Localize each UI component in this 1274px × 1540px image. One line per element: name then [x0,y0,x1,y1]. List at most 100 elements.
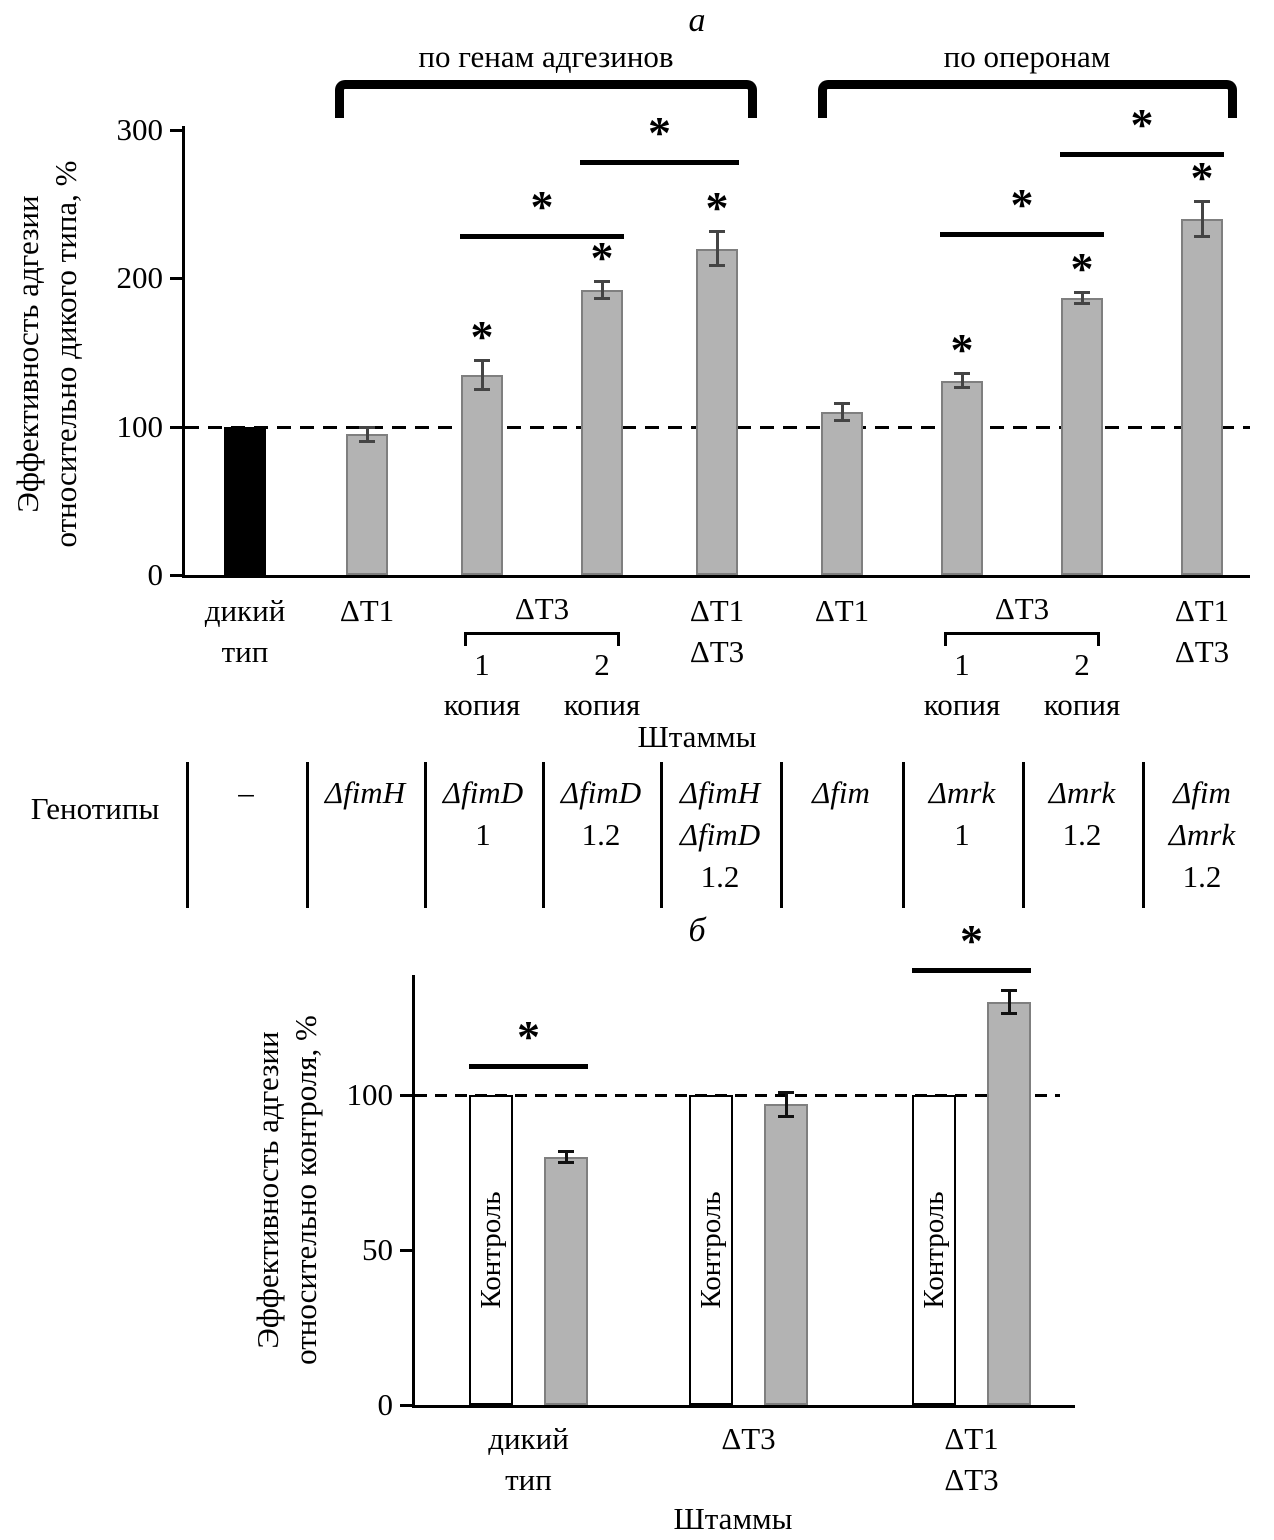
error-cap-top-a-3 [594,280,610,284]
x-group-bracket-a-5 [944,632,1100,646]
x-tick-label-a-8: ΔТ1 ΔТ3 [1174,593,1230,669]
y-tick-b-0 [400,1404,412,1407]
x-copy-word-a-5-0: копия [923,687,1001,722]
sig-asterisk-a-4: * [705,181,729,233]
y-tick-a-0 [170,574,182,577]
x-group-bracket-a-2 [464,632,620,646]
x-copy-word-a-2-0: копия [443,687,521,722]
error-bar-a-8 [1201,201,1204,237]
bar-a-1 [346,434,388,575]
x-copy-number-a-5-0: 1 [954,647,970,682]
y-axis-label-a: Эффективность адгезии относительно диког… [9,89,85,619]
genotype-cell-5: Δfim [812,775,870,810]
error-cap-bottom-b-2 [1001,1012,1017,1016]
genotype-table-separator-8 [1142,762,1145,908]
x-copy-number-a-2-1: 2 [594,647,610,682]
y-tick-label-b-2: 100 [346,1077,394,1112]
genotype-table-separator-0 [186,762,189,908]
comparison-asterisk-a-3: * [1130,99,1154,151]
control-bar-b-1 [689,1095,733,1405]
x-tick-label-b-0: дикий тип [488,1421,569,1497]
y-axis-label-b-line1: Эффективность адгезии [250,1031,285,1349]
genotype-table-separator-5 [780,762,783,908]
x-axis-title-a: Штаммы [637,719,757,754]
y-tick-b-1 [400,1249,412,1252]
y-axis-label-b-line2: относительно контроля, % [288,1015,323,1365]
genotype-table-separator-1 [306,762,309,908]
genotype-table-separator-3 [542,762,545,908]
error-cap-bottom-b-0 [558,1161,574,1165]
reference-line-b [415,1094,1060,1097]
error-cap-bottom-a-4 [709,264,725,268]
x-axis-b [412,1405,1075,1408]
control-bar-b-2 [912,1095,956,1405]
bar-a-3 [581,290,623,575]
genotype-table-separator-2 [424,762,427,908]
x-copy-word-a-2-1: копия [563,687,641,722]
error-bar-b-2 [1008,989,1011,1015]
y-tick-label-b-1: 50 [362,1232,393,1267]
y-tick-a-3 [170,129,182,132]
genotype-table-separator-7 [1022,762,1025,908]
comparison-line-b-2 [912,967,1031,973]
bar-a-6 [941,380,983,575]
x-tick-label-b-1: ΔТ3 [721,1421,776,1456]
comparison-line-b-0 [469,1064,588,1069]
x-copy-number-a-2-0: 1 [474,647,490,682]
error-cap-top-a-2 [474,358,490,362]
x-axis-a [182,575,1250,578]
y-tick-a-2 [170,277,182,281]
error-cap-top-b-1 [778,1090,794,1094]
x-tick-label-a-5: ΔТ1 [814,593,870,628]
treatment-bar-b-2 [987,1002,1031,1405]
group-bracket-a-0 [335,80,757,118]
comparison-line-a-3 [1060,152,1224,158]
bar-a-8 [1181,219,1223,575]
error-cap-top-a-1 [359,425,375,429]
group-bracket-a-1 [818,80,1237,118]
error-cap-bottom-b-1 [778,1114,794,1118]
error-cap-bottom-a-5 [834,418,850,422]
bar-a-4 [696,248,738,575]
y-tick-a-1 [170,425,182,429]
sig-asterisk-a-7: * [1070,242,1094,294]
comparison-asterisk-b-2: * [960,914,983,966]
y-tick-label-a-0: 0 [147,557,164,592]
genotype-cell-2: ΔfimD 1 [442,775,524,852]
error-bar-a-6 [961,373,964,389]
y-axis-b [412,975,415,1408]
sig-asterisk-a-8: * [1190,152,1214,204]
bracket-label-operons: по оперонам [943,39,1111,74]
comparison-asterisk-a-0: * [530,180,554,232]
comparison-asterisk-b-0: * [517,1011,540,1062]
error-bar-b-0 [565,1150,568,1164]
control-bar-label-b-1: Контроль [695,1191,727,1309]
error-bar-a-2 [481,359,484,390]
bar-a-2 [461,374,503,575]
x-tick-label-a-0: дикий тип [204,593,286,669]
treatment-bar-b-1 [764,1104,808,1405]
error-cap-top-a-4 [709,229,725,233]
genotype-table-separator-4 [660,762,663,908]
genotype-cell-0: – [238,775,254,810]
error-cap-top-a-6 [954,372,970,376]
control-bar-b-0 [469,1095,513,1405]
genotype-cell-6: Δmrk 1 [928,775,996,852]
error-bar-a-4 [716,230,719,267]
comparison-asterisk-a-1: * [648,106,671,158]
genotype-cell-8: Δfim Δmrk 1.2 [1168,775,1236,894]
y-axis-label-b: Эффективность адгезии относительно контр… [249,930,325,1450]
genotype-table-separator-6 [902,762,905,908]
x-axis-title-b: Штаммы [673,1501,793,1536]
panel-b-title: б [688,912,706,949]
y-axis-label-a-line2: относительно дикого типа, % [48,160,83,548]
error-cap-bottom-a-1 [359,439,375,443]
genotype-cell-7: Δmrk 1.2 [1048,775,1116,852]
comparison-line-a-1 [580,159,739,165]
y-axis-a [182,126,185,578]
x-group-label-a-2: ΔТ3 [514,591,570,626]
error-cap-bottom-a-7 [1074,301,1090,305]
error-cap-top-a-8 [1194,200,1210,204]
sig-asterisk-a-3: * [590,232,614,284]
